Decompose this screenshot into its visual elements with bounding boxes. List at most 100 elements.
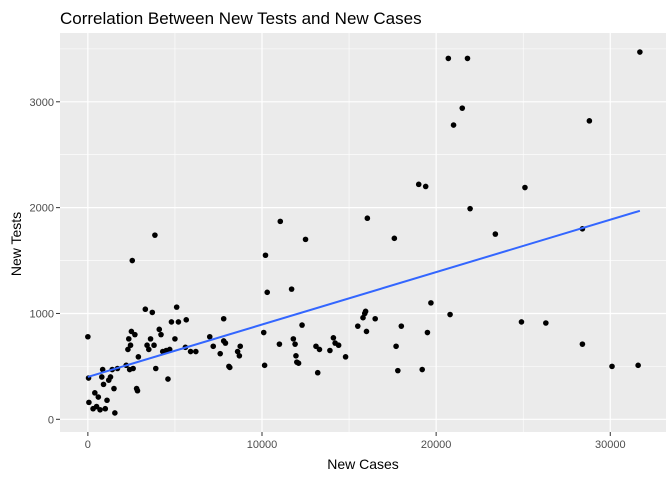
data-point <box>158 331 164 338</box>
data-point <box>260 329 267 336</box>
data-point <box>151 342 157 349</box>
data-point <box>152 365 159 372</box>
data-point <box>152 232 158 238</box>
data-point <box>290 336 297 342</box>
data-point <box>316 346 323 353</box>
data-point <box>424 329 431 336</box>
data-point <box>234 348 241 355</box>
data-point <box>393 343 399 350</box>
data-point <box>419 366 426 373</box>
data-point <box>168 319 175 325</box>
data-point <box>579 341 586 347</box>
data-point <box>147 336 154 342</box>
data-point <box>107 374 114 380</box>
data-point <box>183 317 190 323</box>
data-point <box>193 348 199 355</box>
data-point <box>92 390 98 396</box>
data-point <box>104 397 110 404</box>
data-point <box>97 406 103 413</box>
data-point <box>146 346 152 353</box>
data-point <box>156 326 163 333</box>
data-point <box>125 346 131 353</box>
data-point <box>354 323 361 329</box>
data-point <box>428 300 434 306</box>
x-tick-label: 10000 <box>247 439 278 451</box>
y-tick-label: 3000 <box>30 97 54 109</box>
data-point <box>127 342 134 349</box>
data-point <box>165 376 171 382</box>
data-point <box>277 218 284 225</box>
data-point <box>111 385 117 392</box>
y-axis-title: New Tests <box>8 212 24 276</box>
data-point <box>129 257 136 264</box>
data-point <box>518 319 525 325</box>
data-point <box>302 236 309 243</box>
data-point <box>237 343 244 350</box>
y-axis-ticks: 0 1000 2000 3000 <box>30 97 60 426</box>
data-point <box>276 341 283 347</box>
x-tick-label: 30000 <box>595 439 626 451</box>
data-point <box>342 354 349 360</box>
data-point <box>135 354 142 360</box>
x-axis-title: New Cases <box>327 456 399 472</box>
data-point <box>492 231 499 237</box>
data-point <box>125 336 132 342</box>
data-point <box>95 394 102 400</box>
data-point <box>362 308 369 315</box>
data-point <box>288 286 295 292</box>
y-tick-label: 1000 <box>30 308 54 320</box>
data-point <box>363 328 370 335</box>
data-point <box>360 314 366 321</box>
data-point <box>261 362 268 369</box>
data-point <box>335 342 342 349</box>
minor-gridlines <box>60 33 666 432</box>
data-point <box>450 122 457 128</box>
x-tick-label: 20000 <box>421 439 452 451</box>
data-point <box>445 55 452 62</box>
data-point <box>100 381 107 388</box>
data-point <box>222 340 229 346</box>
data-point <box>372 315 378 322</box>
data-point <box>166 346 173 353</box>
data-points <box>85 49 643 416</box>
data-point <box>447 311 453 318</box>
data-point <box>206 333 213 340</box>
data-point <box>314 369 321 376</box>
data-point <box>172 336 178 342</box>
data-point <box>85 333 91 340</box>
data-point <box>210 343 217 350</box>
data-point <box>327 347 333 354</box>
data-point <box>175 319 182 325</box>
data-point <box>464 55 471 62</box>
data-point <box>226 364 233 371</box>
data-point <box>99 366 106 373</box>
data-point <box>295 360 302 367</box>
data-point <box>98 374 105 380</box>
x-axis-ticks: 0 10000 20000 30000 <box>85 432 626 451</box>
data-point <box>149 309 156 316</box>
data-point <box>144 342 150 349</box>
data-point <box>637 49 643 55</box>
data-point <box>142 306 149 313</box>
data-point <box>364 215 371 222</box>
data-point <box>132 331 138 338</box>
data-point <box>415 181 422 188</box>
data-point <box>635 362 641 369</box>
chart-title: Correlation Between New Tests and New Ca… <box>60 9 422 28</box>
data-point <box>130 365 136 372</box>
data-point <box>86 399 92 406</box>
data-point <box>398 323 405 329</box>
data-point <box>422 183 429 190</box>
data-point <box>543 320 549 326</box>
data-point <box>522 184 528 191</box>
data-point <box>586 118 593 124</box>
data-point <box>609 363 615 370</box>
trend-line <box>87 209 641 378</box>
x-tick-label: 0 <box>85 439 91 451</box>
data-point <box>217 350 224 357</box>
data-point <box>102 405 109 412</box>
data-point <box>112 410 118 416</box>
plot-panel <box>60 33 666 432</box>
data-point <box>299 322 305 328</box>
data-point <box>459 105 466 111</box>
